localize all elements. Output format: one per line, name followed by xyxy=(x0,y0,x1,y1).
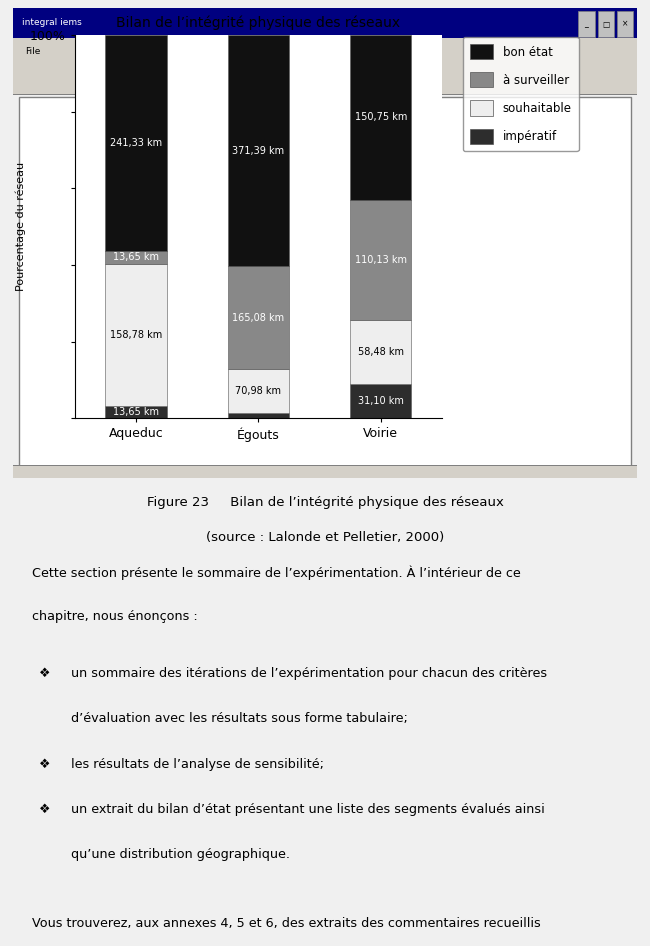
Bar xyxy=(350,35,411,200)
Text: integral iems: integral iems xyxy=(22,18,82,27)
Bar xyxy=(13,466,637,478)
Y-axis label: Pourcentage du réseau: Pourcentage du réseau xyxy=(15,162,26,291)
Text: Vous trouverez, aux annexes 4, 5 et 6, des extraits des commentaires recueillis: Vous trouverez, aux annexes 4, 5 et 6, d… xyxy=(32,917,541,930)
Text: 58,48 km: 58,48 km xyxy=(358,347,404,358)
Bar xyxy=(105,252,166,264)
Bar xyxy=(20,96,630,471)
Text: Cette section présente le sommaire de l’expérimentation. À l’intérieur de ce: Cette section présente le sommaire de l’… xyxy=(32,565,521,580)
Bar xyxy=(105,35,166,252)
Text: 150,75 km: 150,75 km xyxy=(355,113,407,122)
Text: ×: × xyxy=(622,20,629,28)
Text: 31,10 km: 31,10 km xyxy=(358,396,404,406)
Text: les résultats de l’analyse de sensibilité;: les résultats de l’analyse de sensibilit… xyxy=(72,758,324,771)
Text: 165,08 km: 165,08 km xyxy=(232,312,285,323)
Text: 371,39 km: 371,39 km xyxy=(232,146,285,155)
Text: un extrait du bilan d’état présentant une liste des segments évalués ainsi: un extrait du bilan d’état présentant un… xyxy=(72,803,545,815)
Text: ❖: ❖ xyxy=(38,758,50,771)
Text: 158,78 km: 158,78 km xyxy=(110,330,162,340)
Title: Bilan de l’intégrité physique des réseaux: Bilan de l’intégrité physique des réseau… xyxy=(116,15,400,29)
Text: 70,98 km: 70,98 km xyxy=(235,386,281,396)
Text: (source : Lalonde et Pelletier, 2000): (source : Lalonde et Pelletier, 2000) xyxy=(206,532,444,544)
Text: _: _ xyxy=(584,20,588,28)
Bar xyxy=(227,35,289,266)
Text: un sommaire des itérations de l’expérimentation pour chacun des critères: un sommaire des itérations de l’expérime… xyxy=(72,667,547,680)
Bar xyxy=(227,266,289,369)
Text: 13,65 km: 13,65 km xyxy=(113,407,159,417)
Text: Help: Help xyxy=(203,47,224,56)
Text: 241,33 km: 241,33 km xyxy=(110,138,162,149)
Bar xyxy=(227,413,289,418)
Bar xyxy=(350,320,411,384)
Bar xyxy=(350,200,411,320)
Bar xyxy=(617,11,633,37)
Text: 13,65 km: 13,65 km xyxy=(113,253,159,262)
Text: View: View xyxy=(144,47,166,56)
Text: File: File xyxy=(25,47,41,56)
Legend: bon état, à surveiller, souhaitable, impératif: bon état, à surveiller, souhaitable, imp… xyxy=(463,37,578,150)
Text: 110,13 km: 110,13 km xyxy=(355,255,407,265)
Text: chapitre, nous énonçons :: chapitre, nous énonçons : xyxy=(32,610,198,623)
Text: ❖: ❖ xyxy=(38,667,50,680)
Bar xyxy=(350,384,411,418)
Text: qu’une distribution géographique.: qu’une distribution géographique. xyxy=(72,848,291,861)
Text: Edit: Edit xyxy=(84,47,103,56)
Bar xyxy=(598,11,614,37)
Bar xyxy=(105,264,166,406)
Bar xyxy=(13,38,637,65)
Text: d’évaluation avec les résultats sous forme tabulaire;: d’évaluation avec les résultats sous for… xyxy=(72,712,408,726)
Bar xyxy=(13,65,637,95)
Bar xyxy=(105,406,166,418)
Bar xyxy=(227,369,289,413)
Text: ❖: ❖ xyxy=(38,803,50,815)
Bar xyxy=(13,8,637,38)
Text: □: □ xyxy=(602,20,610,28)
Bar xyxy=(578,11,595,37)
Text: Figure 23     Bilan de l’intégrité physique des réseaux: Figure 23 Bilan de l’intégrité physique … xyxy=(146,496,504,509)
